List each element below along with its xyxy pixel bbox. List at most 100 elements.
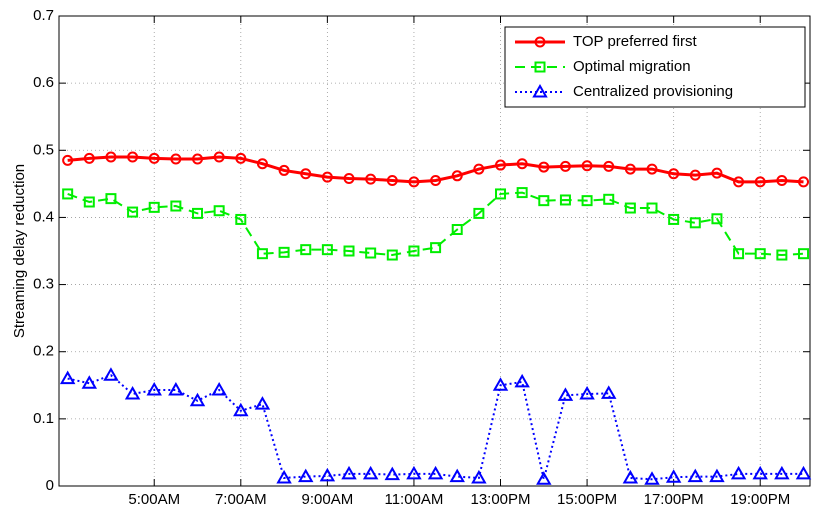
marker: [256, 158, 268, 170]
marker: [276, 469, 292, 484]
marker: [62, 154, 74, 166]
x-tick-label: 11:00AM: [384, 491, 443, 508]
marker: [774, 465, 790, 480]
marker: [754, 248, 766, 260]
marker: [733, 248, 745, 260]
marker: [148, 152, 160, 164]
legend-label: Optimal migration: [573, 58, 691, 75]
legend-label: Centralized provisioning: [573, 83, 733, 100]
marker: [733, 176, 745, 188]
marker: [170, 200, 182, 212]
marker: [449, 468, 465, 483]
marker: [105, 151, 117, 163]
marker: [689, 217, 701, 229]
marker: [235, 152, 247, 164]
marker: [235, 213, 247, 225]
marker: [711, 213, 723, 225]
marker: [709, 468, 725, 483]
x-tick-label: 13:00PM: [470, 491, 530, 508]
marker: [668, 213, 680, 225]
marker: [408, 245, 420, 257]
marker: [601, 385, 617, 399]
marker: [124, 385, 141, 400]
marker: [103, 367, 119, 381]
marker: [603, 193, 615, 205]
marker: [343, 172, 355, 184]
marker: [233, 402, 249, 417]
marker: [557, 387, 574, 401]
marker: [213, 151, 225, 163]
y-tick-label: 0.6: [33, 74, 54, 91]
marker: [754, 176, 766, 188]
marker: [81, 375, 98, 389]
marker: [189, 392, 206, 407]
marker: [386, 175, 398, 186]
marker: [300, 168, 312, 180]
marker: [146, 381, 162, 396]
marker: [559, 160, 571, 172]
marker: [536, 471, 552, 485]
marker: [538, 195, 550, 207]
marker: [798, 176, 810, 188]
marker: [538, 161, 550, 173]
marker: [127, 206, 139, 218]
marker: [278, 246, 290, 258]
marker: [624, 202, 636, 214]
x-tick-label: 17:00PM: [644, 491, 704, 508]
marker: [776, 175, 788, 186]
marker: [365, 247, 377, 259]
y-tick-label: 0.1: [33, 410, 54, 427]
marker: [624, 163, 636, 175]
marker: [451, 170, 463, 182]
y-tick-label: 0.3: [33, 276, 54, 293]
marker: [798, 248, 810, 260]
marker: [256, 248, 268, 260]
marker: [579, 385, 595, 400]
marker: [362, 465, 379, 480]
marker: [668, 168, 680, 180]
marker: [341, 465, 357, 480]
marker: [321, 244, 333, 256]
marker: [534, 61, 546, 73]
marker: [427, 465, 444, 480]
marker: [795, 465, 812, 480]
marker: [192, 153, 204, 165]
marker: [319, 467, 336, 482]
y-tick-label: 0: [46, 477, 54, 494]
marker: [211, 381, 227, 396]
marker: [430, 175, 442, 186]
marker: [321, 171, 333, 183]
y-axis-label: Streaming delay reduction: [11, 164, 28, 338]
marker: [300, 244, 312, 256]
marker: [365, 173, 377, 185]
marker: [471, 469, 487, 484]
marker: [386, 249, 398, 261]
marker: [127, 151, 139, 163]
series-line: [67, 374, 804, 481]
marker: [752, 465, 768, 480]
marker: [516, 187, 528, 199]
marker: [343, 245, 355, 257]
y-tick-label: 0.5: [33, 141, 54, 158]
marker: [514, 373, 530, 388]
marker: [254, 396, 271, 410]
marker: [495, 159, 507, 171]
marker: [534, 36, 546, 48]
marker: [192, 207, 204, 219]
marker: [406, 465, 422, 480]
marker: [559, 194, 571, 206]
marker: [532, 83, 548, 98]
marker: [646, 202, 658, 214]
marker: [711, 167, 723, 179]
marker: [495, 188, 507, 200]
marker: [473, 163, 485, 175]
x-tick-label: 5:00AM: [128, 491, 180, 508]
marker: [516, 158, 528, 170]
marker: [665, 469, 682, 483]
axes-box: [58, 15, 811, 487]
x-tick-label: 9:00AM: [302, 491, 354, 508]
marker: [170, 153, 182, 165]
marker: [689, 169, 701, 181]
marker: [384, 466, 401, 481]
